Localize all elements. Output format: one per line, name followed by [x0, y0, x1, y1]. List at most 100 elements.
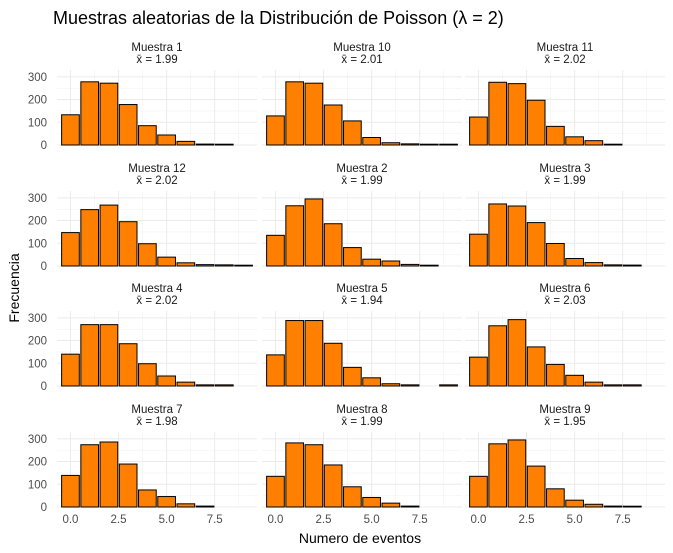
- y-tick-label: 300: [28, 193, 47, 205]
- bar: [526, 465, 546, 508]
- bar: [99, 324, 119, 387]
- x-tick-label: 2.5: [316, 514, 332, 526]
- bar: [400, 384, 420, 387]
- y-tick-label: 200: [28, 336, 47, 348]
- bar: [304, 444, 324, 508]
- bar: [526, 222, 546, 267]
- bar: [488, 443, 508, 508]
- bar: [546, 363, 565, 387]
- panel-title: Muestra 11: [537, 42, 594, 54]
- bar: [323, 342, 343, 387]
- bar: [400, 143, 420, 146]
- panel-mean-label: x̄ = 2.02: [544, 54, 585, 66]
- panel-2: Muestra 10x̄ = 2.01: [262, 42, 462, 146]
- bar: [381, 383, 401, 387]
- x-tick-label: 7.5: [615, 514, 631, 526]
- bar: [469, 116, 488, 146]
- panel-mean-label: x̄ = 1.99: [136, 54, 177, 66]
- bar: [80, 444, 100, 508]
- y-tick-label: 0: [41, 381, 47, 393]
- bar: [584, 503, 604, 508]
- bar: [565, 374, 584, 387]
- bar: [80, 209, 100, 267]
- panel-title: Muestra 8: [336, 404, 387, 416]
- y-tick-label: 300: [28, 434, 47, 446]
- bar: [343, 247, 362, 267]
- panel-3: Muestra 11x̄ = 2.02: [465, 42, 665, 146]
- bar: [195, 384, 215, 387]
- bar: [400, 263, 420, 267]
- panel-10: Muestra 7x̄ = 1.98 0 100 200 300 0.0 2.5 5.0 7.5: [28, 404, 257, 526]
- panel-title: Muestra 9: [539, 404, 590, 416]
- bar: [603, 505, 623, 508]
- panel-mean-label: x̄ = 2.01: [341, 54, 382, 66]
- bar: [138, 363, 157, 387]
- y-tick-label: 0: [41, 261, 47, 273]
- bar: [362, 496, 381, 508]
- bar: [138, 243, 157, 267]
- bar: [381, 502, 401, 508]
- bar: [266, 234, 285, 267]
- panel-mean-label: x̄ = 1.99: [341, 175, 382, 187]
- x-tick-label: 0.0: [267, 514, 283, 526]
- bar: [439, 143, 458, 146]
- panel-5: Muestra 2x̄ = 1.99: [262, 163, 462, 267]
- bar: [362, 137, 381, 146]
- bar: [323, 104, 343, 146]
- x-tick-label: 5.0: [159, 514, 175, 526]
- bar: [439, 384, 458, 387]
- y-tick-label: 300: [28, 313, 47, 325]
- bar: [488, 203, 508, 267]
- bar: [118, 343, 138, 387]
- bar: [507, 205, 527, 267]
- bar: [195, 143, 215, 146]
- panel-mean-label: x̄ = 1.94: [341, 295, 383, 307]
- bar: [80, 324, 100, 387]
- x-tick-label: 0.0: [470, 514, 486, 526]
- panel-8: Muestra 5x̄ = 1.94: [262, 283, 462, 387]
- y-tick-label: 200: [28, 95, 47, 107]
- y-tick-label: 200: [28, 457, 47, 469]
- panel-12: Muestra 9x̄ = 1.95 0.0 2.5 5.0 7.5: [465, 404, 665, 526]
- y-tick-label: 200: [28, 216, 47, 228]
- bar: [419, 143, 439, 146]
- x-tick-label: 2.5: [519, 514, 535, 526]
- bar: [176, 381, 196, 387]
- bar: [99, 204, 119, 267]
- x-tick-label: 0.0: [62, 514, 78, 526]
- panel-mean-label: x̄ = 1.95: [544, 416, 585, 428]
- bar: [526, 99, 546, 146]
- bar: [80, 81, 100, 146]
- x-tick-label: 7.5: [207, 514, 223, 526]
- bar: [266, 354, 285, 387]
- y-tick-label: 300: [28, 72, 47, 84]
- bar: [304, 320, 324, 387]
- bar: [546, 125, 565, 146]
- bar: [285, 320, 305, 387]
- bar: [118, 104, 138, 146]
- bar: [195, 264, 215, 267]
- bar: [565, 258, 584, 267]
- bar: [565, 136, 584, 146]
- bar: [381, 260, 401, 267]
- bar: [266, 475, 285, 508]
- bar: [603, 143, 623, 146]
- bar: [99, 441, 119, 508]
- panel-title: Muestra 3: [539, 163, 590, 175]
- x-axis-title: Numero de eventos: [299, 530, 421, 546]
- bar: [507, 319, 527, 387]
- panel-mean-label: x̄ = 1.99: [544, 175, 585, 187]
- bar: [584, 140, 604, 146]
- bar: [195, 505, 215, 508]
- bar: [61, 232, 80, 267]
- panel-mean-label: x̄ = 2.02: [136, 295, 177, 307]
- bar: [99, 82, 119, 146]
- panel-1: Muestra 1x̄ = 1.99 0 100 200 300: [28, 42, 257, 152]
- bar: [622, 505, 642, 508]
- bar: [304, 82, 324, 146]
- panel-9: Muestra 6x̄ = 2.03: [465, 283, 665, 387]
- panel-title: Muestra 6: [539, 283, 590, 295]
- bar: [323, 464, 343, 508]
- panel-title: Muestra 2: [336, 163, 387, 175]
- panel-title: Muestra 1: [131, 42, 182, 54]
